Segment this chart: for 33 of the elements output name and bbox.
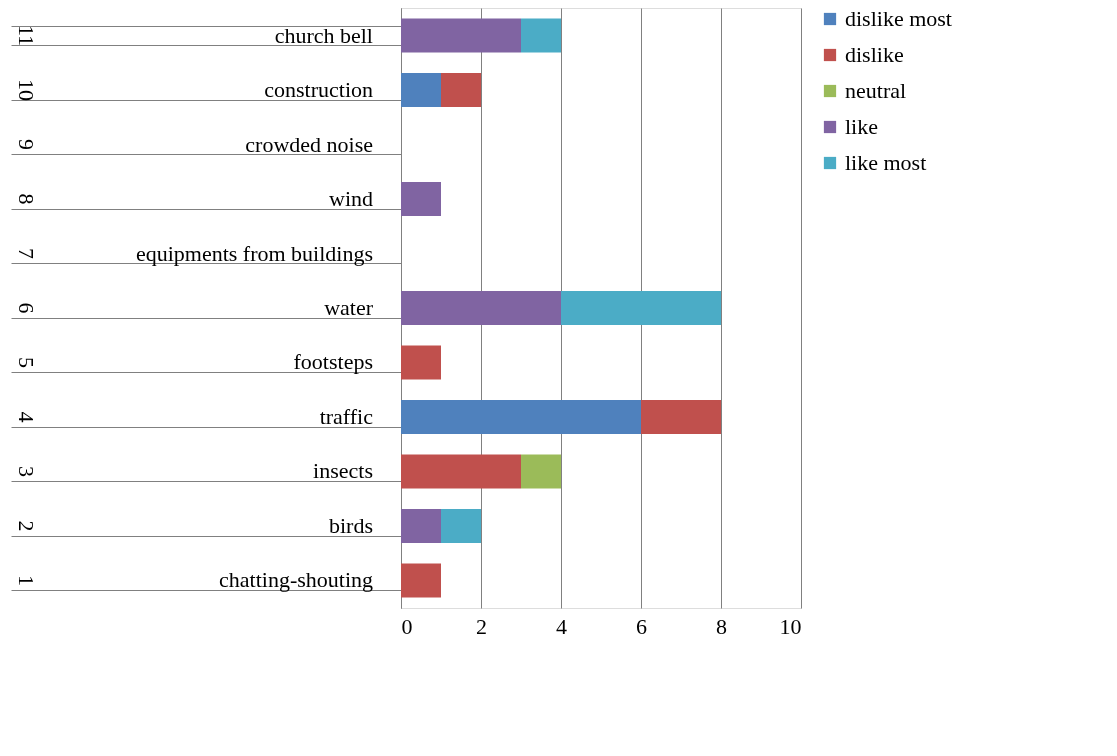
y2-tick-label: 7 (14, 248, 39, 259)
y-tick-label: crowded noise (245, 131, 373, 157)
y-tick-label: insects (313, 458, 373, 484)
y2-tick-label: 5 (14, 357, 39, 368)
x-tick-label: 8 (716, 613, 727, 639)
y2-tick-label: 8 (14, 193, 39, 205)
y-tick-label: footsteps (293, 349, 373, 375)
y2-tick-label: 3 (14, 465, 39, 477)
legend-label: dislike most (845, 6, 952, 31)
x-tick-label: 2 (476, 613, 487, 639)
legend-label: neutral (845, 78, 907, 103)
y2-tick-label: 4 (14, 411, 39, 423)
legend-label: dislike (845, 42, 904, 67)
x-tick-label: 4 (556, 613, 567, 639)
y-tick-label: equipments from buildings (135, 240, 373, 266)
x-tick-label: 6 (636, 613, 647, 639)
y-tick-label: church bell (274, 22, 373, 48)
y2-tick-label: 9 (14, 139, 39, 151)
y-tick-label: water (324, 295, 374, 320)
y2-tick-label: 11 (14, 24, 39, 47)
y2-tick-label: 2 (14, 520, 39, 532)
y-tick-label: birds (329, 512, 373, 538)
x-tick-label: 10 (779, 613, 802, 639)
y2-tick-label: 6 (14, 302, 39, 314)
y-tick-label: traffic (319, 403, 374, 429)
y-tick-label: chatting-shouting (219, 567, 373, 593)
legend-label: like (845, 114, 878, 139)
x-tick-label: 0 (401, 613, 413, 639)
legend-label: like most (845, 150, 927, 175)
y2-tick-label: 10 (14, 79, 39, 102)
y-tick-label: wind (329, 186, 373, 212)
y2-tick-label: 1 (14, 574, 39, 586)
y-tick-label: construction (264, 77, 373, 103)
